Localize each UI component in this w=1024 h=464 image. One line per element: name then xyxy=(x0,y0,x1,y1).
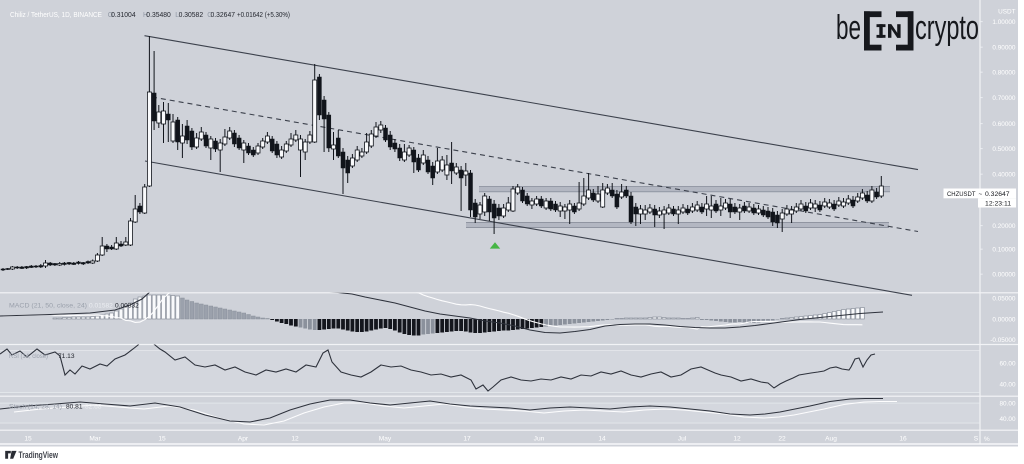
svg-text:0.32647: 0.32647 xyxy=(985,191,1010,198)
svg-text:C: C xyxy=(207,12,212,19)
svg-text:0.01582: 0.01582 xyxy=(89,303,113,310)
svg-text:12:23:11: 12:23:11 xyxy=(985,201,1011,208)
svg-text:%: % xyxy=(984,436,990,443)
svg-text:-0.05000: -0.05000 xyxy=(990,337,1016,344)
svg-text:12: 12 xyxy=(733,436,741,443)
svg-text:CHZUSDT: CHZUSDT xyxy=(947,191,976,198)
svg-text:Jul: Jul xyxy=(678,436,687,443)
svg-text:0.80000: 0.80000 xyxy=(992,70,1016,77)
svg-text:15: 15 xyxy=(24,436,32,443)
svg-text:0.90000: 0.90000 xyxy=(992,45,1016,52)
svg-text:May: May xyxy=(379,436,392,443)
svg-text:60.00: 60.00 xyxy=(1000,361,1016,368)
svg-text:L: L xyxy=(175,12,179,19)
svg-text:Mar: Mar xyxy=(89,436,101,443)
svg-text:RSI (14, close): RSI (14, close) xyxy=(9,353,48,360)
svg-text:22: 22 xyxy=(778,436,786,443)
svg-text:0.30582: 0.30582 xyxy=(179,12,204,19)
svg-text:0.32647: 0.32647 xyxy=(211,12,236,19)
svg-text:H: H xyxy=(143,12,148,19)
svg-text:S: S xyxy=(974,436,979,443)
svg-text:71.13: 71.13 xyxy=(58,353,75,360)
svg-text:Chiliz / TetherUS, 1D, BINANCE: Chiliz / TetherUS, 1D, BINANCE xyxy=(10,10,102,19)
svg-text:0.20000: 0.20000 xyxy=(992,223,1016,230)
svg-text:crypto: crypto xyxy=(915,9,979,47)
svg-text:40.00: 40.00 xyxy=(1000,382,1016,389)
svg-text:0.10000: 0.10000 xyxy=(992,247,1016,254)
svg-text:1.00000: 1.00000 xyxy=(992,19,1016,26)
svg-text:Stoch (14, 28, 14): Stoch (14, 28, 14) xyxy=(9,404,62,411)
svg-text:80.81: 80.81 xyxy=(66,404,83,411)
svg-text:0.00332: 0.00332 xyxy=(115,303,139,310)
svg-text:17: 17 xyxy=(463,436,471,443)
svg-text:Apr: Apr xyxy=(238,436,249,443)
svg-text:0.35480: 0.35480 xyxy=(146,12,171,19)
svg-text:0.40000: 0.40000 xyxy=(992,172,1016,179)
svg-text:0.60000: 0.60000 xyxy=(992,121,1016,128)
svg-text:0.70000: 0.70000 xyxy=(992,95,1016,102)
svg-text:MACD (21, 50, close, 24): MACD (21, 50, close, 24) xyxy=(9,303,87,310)
svg-text:15: 15 xyxy=(158,436,166,443)
svg-text:16: 16 xyxy=(899,436,907,443)
svg-text:82.68: 82.68 xyxy=(85,404,102,411)
svg-text:+0.01642 (+5.30%): +0.01642 (+5.30%) xyxy=(237,12,290,19)
svg-text:0.00000: 0.00000 xyxy=(992,272,1016,279)
svg-text:Aug: Aug xyxy=(825,436,837,443)
svg-text:40.00: 40.00 xyxy=(1000,416,1016,423)
svg-text:0.00000: 0.00000 xyxy=(992,317,1016,324)
svg-text:~: ~ xyxy=(979,191,983,198)
svg-text:14: 14 xyxy=(598,436,606,443)
svg-text:be: be xyxy=(836,9,861,47)
svg-text:TradingView: TradingView xyxy=(19,450,59,460)
svg-text:O: O xyxy=(108,12,114,19)
svg-text:80.00: 80.00 xyxy=(1000,401,1016,408)
svg-text:0.50000: 0.50000 xyxy=(992,146,1016,153)
svg-text:0.31004: 0.31004 xyxy=(111,12,136,19)
svg-text:Jun: Jun xyxy=(534,436,545,443)
svg-text:0.05000: 0.05000 xyxy=(992,296,1016,303)
svg-text:12: 12 xyxy=(291,436,299,443)
svg-text:USDT: USDT xyxy=(998,9,1015,16)
